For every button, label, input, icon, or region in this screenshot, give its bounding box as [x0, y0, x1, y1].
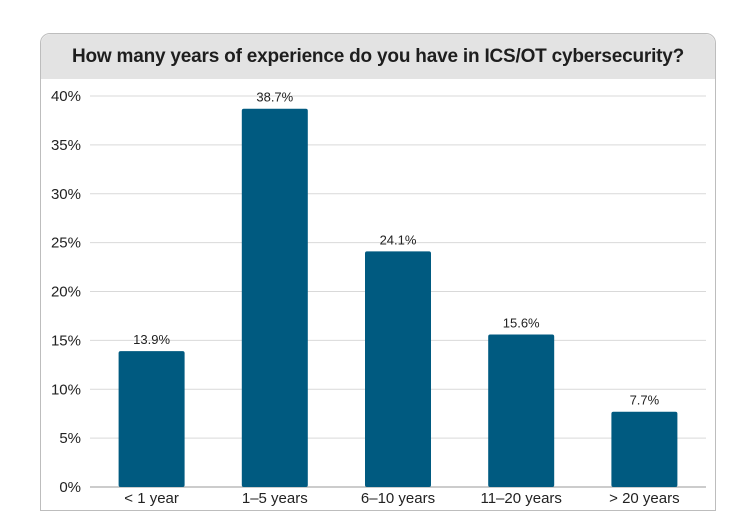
data-labels: 13.9% 38.7% 24.1% 15.6% 7.7% [133, 90, 659, 408]
x-axis-labels: < 1 year 1–5 years 6–10 years 11–20 years > … [124, 490, 679, 507]
bar [611, 411, 678, 487]
data-label: 13.9% [133, 332, 170, 347]
y-tick-label: 20% [51, 284, 81, 301]
bars [118, 108, 678, 488]
y-axis-ticks: 0% 5% 10% 15% 20% 25% 30% 35% 40% [51, 88, 81, 496]
data-label: 7.7% [630, 393, 660, 408]
data-label: 38.7% [256, 90, 293, 105]
y-tick-label: 35% [51, 137, 81, 154]
x-category-label: 6–10 years [361, 490, 435, 507]
y-tick-label: 40% [51, 88, 81, 105]
y-tick-label: 15% [51, 332, 81, 349]
bar [118, 351, 185, 487]
x-category-label: < 1 year [124, 490, 179, 507]
chart-title: How many years of experience do you have… [71, 45, 685, 67]
chart-title-bar: How many years of experience do you have… [41, 34, 715, 79]
x-category-label: 11–20 years [480, 490, 561, 507]
data-label: 24.1% [380, 232, 417, 247]
data-label: 15.6% [503, 316, 540, 331]
x-category-label: > 20 years [609, 490, 679, 507]
y-tick-label: 0% [59, 479, 81, 496]
y-tick-label: 10% [51, 381, 81, 398]
bar [241, 108, 308, 488]
x-category-label: 1–5 years [242, 490, 308, 507]
y-tick-label: 25% [51, 235, 81, 252]
bar [365, 251, 431, 487]
bar [488, 334, 555, 487]
y-tick-label: 5% [59, 430, 81, 447]
y-tick-label: 30% [51, 186, 81, 203]
